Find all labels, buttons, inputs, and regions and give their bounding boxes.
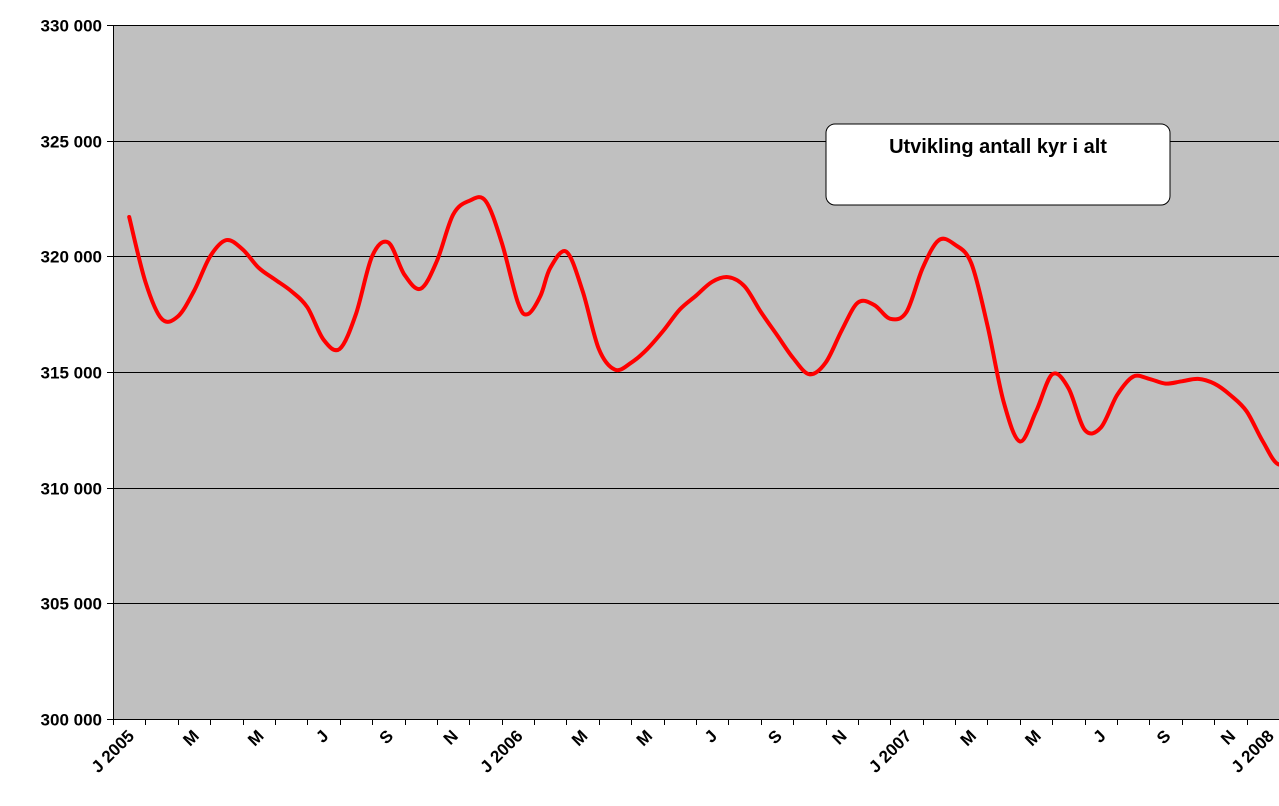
y-axis-labels: 300 000 305 000 310 000 315 000 320 000 325 0… [41, 17, 102, 730]
x-tick-label: M [1021, 726, 1044, 749]
x-tick-label: J 2005 [88, 726, 138, 776]
x-tick-label: M [179, 726, 202, 749]
x-tick-label: N [828, 726, 850, 748]
axes [113, 25, 1279, 725]
x-tick-label: M [568, 726, 591, 749]
x-tick-label: S [764, 726, 785, 747]
x-tick-label: M [957, 726, 980, 749]
series-line [127, 195, 1279, 467]
x-tick-label: J [312, 726, 332, 746]
y-tick-label: 310 000 [41, 480, 102, 499]
y-tick-label: 300 000 [41, 711, 102, 730]
x-axis-labels: J 2005 M M J S N J 2006 M M J S N J 2007 M M J S NJ 2008 [88, 726, 1278, 776]
x-tick-label: J 2008 [1228, 726, 1278, 776]
y-tick-label: 305 000 [41, 595, 102, 614]
y-tick-label: 320 000 [41, 248, 102, 267]
x-tick-label: S [376, 726, 397, 747]
title-box-frame [825, 123, 1171, 206]
title-box: Utvikling antall kyr i alt [825, 123, 1171, 206]
x-tick-label: J [1090, 726, 1110, 746]
x-tick-label: M [244, 726, 267, 749]
y-tick-label: 315 000 [41, 364, 102, 383]
x-tick-label: N [440, 726, 462, 748]
chart-title: Utvikling antall kyr i alt [889, 136, 1107, 158]
x-tick-label: J [701, 726, 721, 746]
x-tick-label: S [1153, 726, 1174, 747]
x-tick-label: J 2007 [865, 726, 915, 776]
x-tick-label: N [1217, 726, 1239, 748]
x-tick-label: J 2006 [476, 726, 526, 776]
x-tick-label: M [633, 726, 656, 749]
y-tick-label: 325 000 [41, 133, 102, 152]
y-tick-label: 330 000 [41, 17, 102, 36]
